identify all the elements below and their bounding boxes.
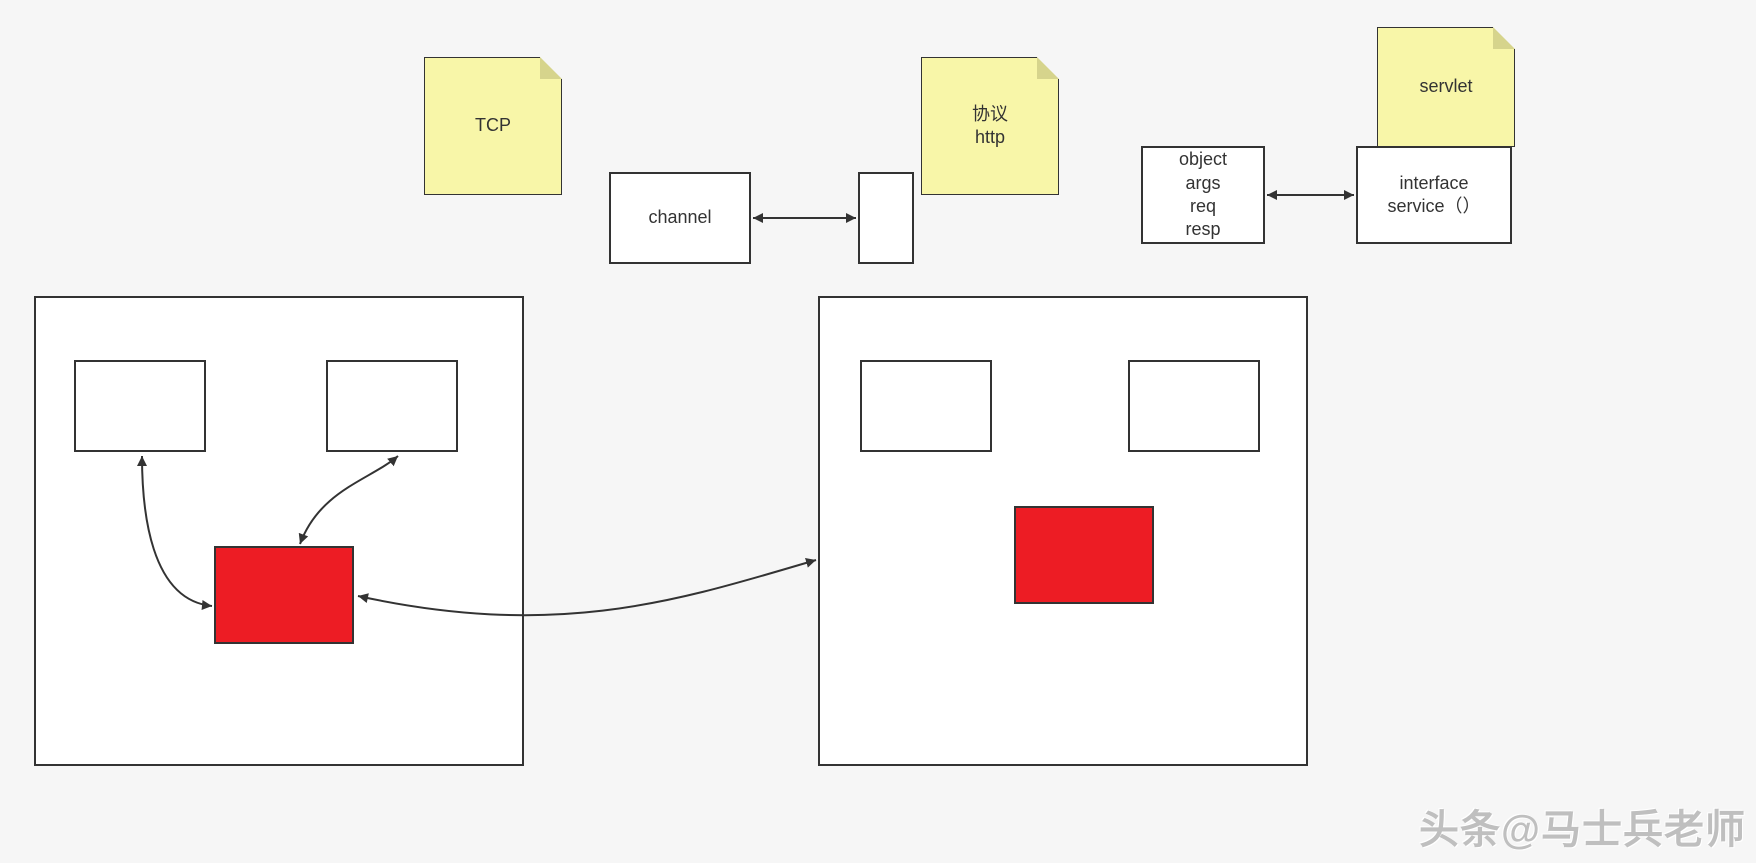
object-line2: args [1185, 172, 1220, 195]
left-inner-top-left [74, 360, 206, 452]
red-box-left [214, 546, 354, 644]
note-tcp: TCP [424, 57, 562, 195]
note-fold-icon [540, 57, 562, 79]
note-servlet-label: servlet [1419, 75, 1472, 98]
right-inner-top-right [1128, 360, 1260, 452]
note-tcp-label: TCP [475, 114, 511, 137]
right-inner-top-left [860, 360, 992, 452]
interface-box: interface service（） [1356, 146, 1512, 244]
object-line1: object [1179, 148, 1227, 171]
channel-box: channel [609, 172, 751, 264]
interface-line1: interface [1399, 172, 1468, 195]
interface-line2: service（） [1387, 195, 1480, 218]
red-box-right [1014, 506, 1154, 604]
note-fold-icon [1037, 57, 1059, 79]
note-http-line2: http [975, 126, 1005, 149]
channel-label: channel [648, 206, 711, 229]
watermark-text: 头条@马士兵老师 [1419, 797, 1746, 855]
object-line3: req [1190, 195, 1216, 218]
note-fold-icon [1493, 27, 1515, 49]
note-servlet: servlet [1377, 27, 1515, 147]
object-line4: resp [1185, 218, 1220, 241]
object-box: object args req resp [1141, 146, 1265, 244]
note-http: 协议 http [921, 57, 1059, 195]
note-http-line1: 协议 [972, 103, 1008, 126]
left-inner-top-right [326, 360, 458, 452]
small-box [858, 172, 914, 264]
